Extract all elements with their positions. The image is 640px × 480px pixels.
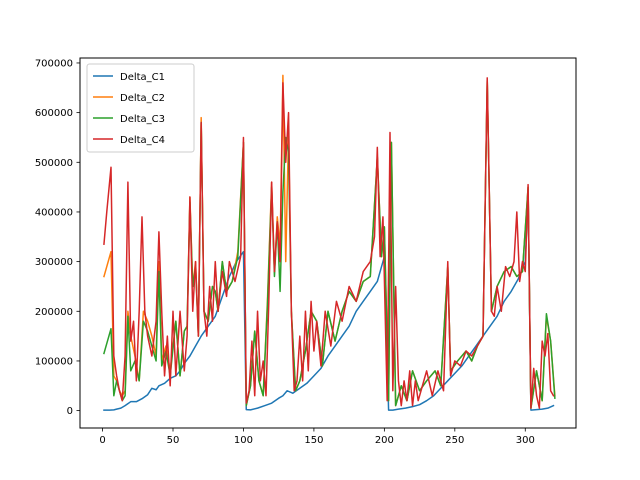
legend-label: Delta_C4 [120,135,165,146]
x-axis: 0 50 100 150 200 250 300 [99,428,535,446]
series-line-delta-c4 [103,77,555,409]
plot-frame [79,57,577,429]
series-layer [103,74,556,411]
y-tick-label: 400000 [35,207,73,218]
x-tick-label: 50 [167,435,180,446]
x-tick-label: 200 [375,435,394,446]
legend-label: Delta_C1 [120,72,165,83]
x-tick-label: 300 [516,435,535,446]
legend-label: Delta_C2 [120,93,165,104]
series-line-delta-c1 [103,191,555,411]
legend-label: Delta_C3 [120,114,165,125]
y-tick-label: 0 [67,406,73,417]
legend-box [86,63,195,153]
legend: Delta_C1 Delta_C2 Delta_C3 Delta_C4 [86,63,195,153]
y-tick-label: 600000 [35,108,73,119]
y-tick-label: 700000 [35,58,73,69]
x-tick-label: 250 [445,435,464,446]
y-tick-label: 500000 [35,158,73,169]
y-tick-label: 100000 [35,356,73,367]
x-tick-label: 100 [234,435,253,446]
y-axis: 0 100000 200000 300000 400000 500000 600000 700… [35,58,80,417]
x-tick-label: 150 [304,435,323,446]
y-tick-label: 300000 [35,257,73,268]
x-tick-label: 0 [99,435,105,446]
series-line-delta-c3 [103,79,556,409]
y-tick-label: 200000 [35,307,73,318]
